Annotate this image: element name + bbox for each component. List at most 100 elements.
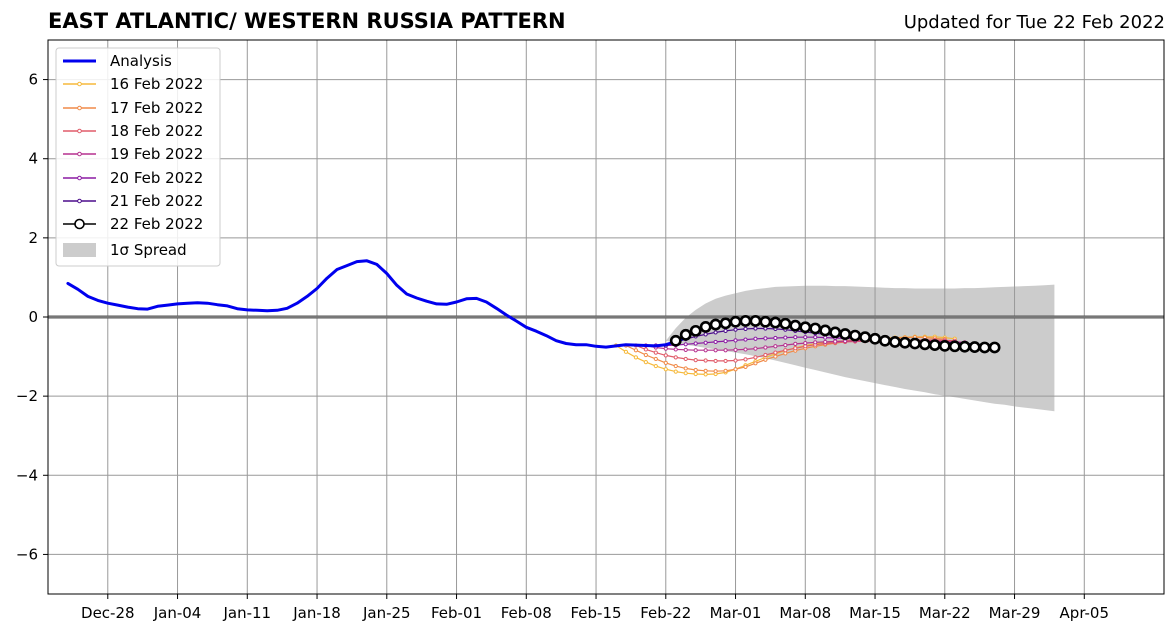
forecast-point xyxy=(713,339,718,345)
legend-marker xyxy=(77,128,82,134)
legend-label: 20 Feb 2022 xyxy=(110,169,203,187)
forecast-point xyxy=(839,328,852,340)
forecast-point xyxy=(703,332,708,337)
legend-box xyxy=(55,47,221,267)
forecast-point xyxy=(703,368,708,373)
forecast-point xyxy=(703,340,708,345)
forecast-point xyxy=(653,350,658,355)
forecast-point xyxy=(653,363,658,369)
x-tick-label: Feb-08 xyxy=(501,604,552,622)
forecast-point xyxy=(928,339,941,351)
x-tick-label: Jan-11 xyxy=(222,604,271,622)
chart-subtitle: Updated for Tue 22 Feb 2022 xyxy=(903,12,1165,33)
forecast-point xyxy=(958,340,971,353)
forecast-point xyxy=(693,348,698,353)
x-tick-label: Jan-04 xyxy=(153,604,202,622)
x-tick-label: Apr-05 xyxy=(1060,604,1110,622)
legend-label: 17 Feb 2022 xyxy=(110,99,203,117)
y-tick-label: 2 xyxy=(28,229,38,247)
x-tick-label: Feb-15 xyxy=(571,604,622,622)
x-tick-label: Dec-28 xyxy=(81,604,135,622)
forecast-point xyxy=(703,358,708,363)
chart-title: EAST ATLANTIC/ WESTERN RUSSIA PATTERN xyxy=(48,9,566,33)
forecast-point xyxy=(813,340,818,345)
forecast-point xyxy=(733,338,738,343)
legend-label: 22 Feb 2022 xyxy=(110,215,203,233)
forecast-point xyxy=(753,361,758,366)
forecast-point xyxy=(978,341,991,354)
forecast-point xyxy=(773,350,778,355)
forecast-point xyxy=(773,354,778,359)
forecast-point xyxy=(673,363,678,369)
forecast-point xyxy=(733,367,738,372)
x-tick-label: Mar-22 xyxy=(919,604,971,622)
forecast-point xyxy=(743,347,748,352)
legend-label: Analysis xyxy=(110,52,172,70)
forecast-point xyxy=(988,341,1001,354)
forecast-point xyxy=(879,334,891,347)
forecast-point xyxy=(689,324,702,337)
forecast-point xyxy=(723,339,728,344)
forecast-point xyxy=(813,335,818,340)
forecast-point xyxy=(749,315,762,327)
forecast-point xyxy=(918,338,931,351)
y-tick-label: −2 xyxy=(16,387,38,405)
forecast-point xyxy=(783,348,788,353)
forecast-point xyxy=(673,355,678,360)
forecast-point xyxy=(759,315,772,328)
forecast-point xyxy=(683,366,688,371)
forecast-point xyxy=(829,326,842,339)
y-tick-label: 4 xyxy=(28,150,38,168)
forecast-point xyxy=(753,336,758,341)
x-tick-label: Mar-08 xyxy=(779,604,831,622)
forecast-point xyxy=(793,346,798,351)
legend-marker xyxy=(77,105,82,111)
forecast-point xyxy=(693,341,698,346)
forecast-point xyxy=(769,316,782,329)
forecast-point xyxy=(733,347,738,352)
forecast-point xyxy=(663,367,668,372)
forecast-point xyxy=(899,336,911,349)
legend-label: 16 Feb 2022 xyxy=(110,75,203,93)
forecast-point xyxy=(663,360,668,366)
forecast-point xyxy=(683,371,688,376)
y-tick-label: 6 xyxy=(28,71,38,89)
forecast-point xyxy=(743,337,748,342)
forecast-point xyxy=(948,340,961,353)
forecast-point xyxy=(773,335,778,341)
forecast-point xyxy=(713,348,718,353)
forecast-point xyxy=(783,335,788,340)
forecast-point xyxy=(908,337,921,350)
forecast-point xyxy=(859,331,871,344)
forecast-point xyxy=(753,346,758,351)
legend-marker xyxy=(77,81,82,87)
legend-marker xyxy=(77,198,82,204)
forecast-point xyxy=(869,332,881,345)
forecast-point xyxy=(783,342,788,348)
legend-marker xyxy=(77,151,82,157)
forecast-point xyxy=(773,344,778,349)
forecast-point xyxy=(779,317,792,330)
forecast-point xyxy=(793,341,798,347)
forecast-point xyxy=(669,334,682,347)
forecast-point xyxy=(673,347,678,352)
x-tick-label: Mar-15 xyxy=(849,604,901,622)
forecast-point xyxy=(793,335,798,340)
forecast-point xyxy=(723,328,728,333)
forecast-point xyxy=(763,352,768,358)
forecast-point xyxy=(703,372,708,377)
forecast-point xyxy=(733,327,738,332)
forecast-point xyxy=(693,367,698,373)
forecast-point xyxy=(833,339,838,344)
forecast-point xyxy=(733,358,738,363)
legend-label: 1σ Spread xyxy=(110,241,187,259)
y-tick-label: 0 xyxy=(28,308,38,326)
forecast-point xyxy=(633,355,638,360)
x-tick-label: Jan-18 xyxy=(292,604,341,622)
legend-label: 21 Feb 2022 xyxy=(110,192,203,210)
forecast-point xyxy=(743,364,748,369)
forecast-point xyxy=(809,322,822,335)
forecast-point xyxy=(623,349,629,354)
forecast-point xyxy=(713,330,718,335)
